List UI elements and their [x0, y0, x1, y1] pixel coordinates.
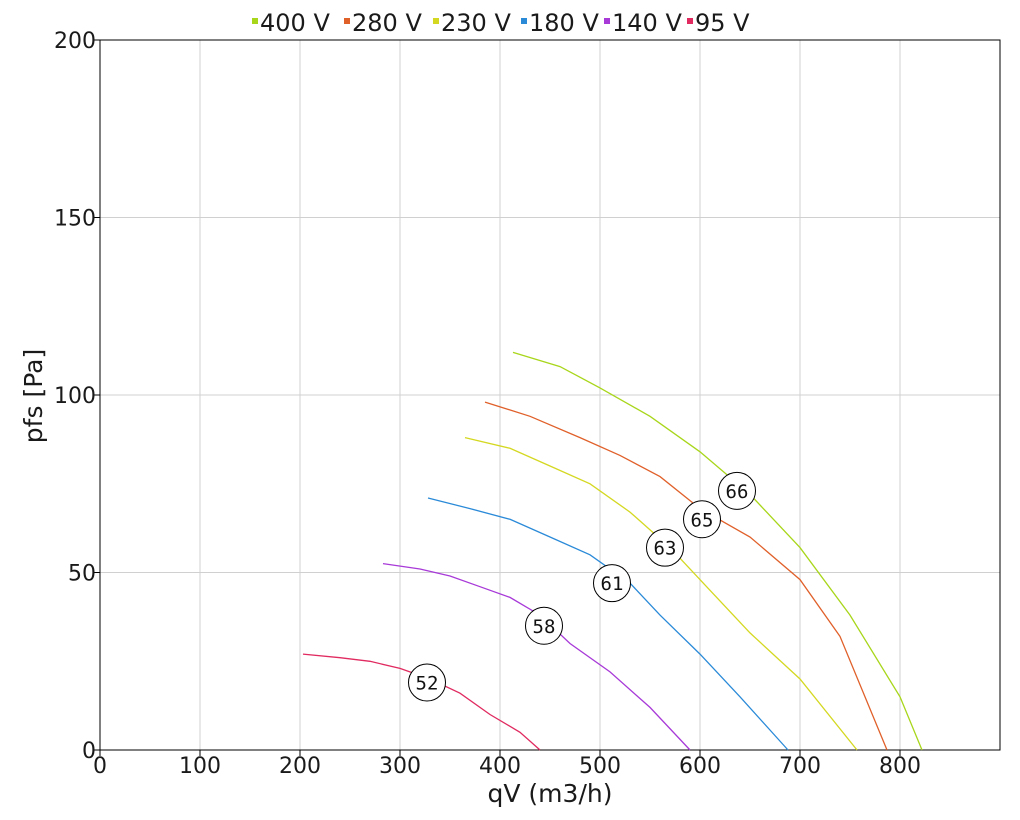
legend-item-0: 400 V [252, 9, 330, 37]
badge-label: 66 [726, 481, 749, 503]
y-axis-label: pfs [Pa] [19, 349, 48, 443]
badge-circle [408, 663, 446, 702]
legend-swatch [252, 18, 258, 24]
legend-swatch [433, 18, 439, 24]
badge-label: 61 [601, 573, 624, 595]
legend-swatch [344, 18, 350, 24]
curve-badge-2: 63 [646, 528, 684, 567]
curve-badge-3: 61 [593, 564, 631, 603]
legend-swatch [604, 18, 610, 24]
legend-label: 280 V [352, 9, 422, 37]
badge-circle [593, 564, 631, 603]
x-axis-label: qV (m3/h) [488, 779, 613, 808]
curve-badges: 66 65 63 61 58 52 [408, 471, 756, 702]
series-line-1 [484, 401, 888, 751]
legend-swatch [687, 18, 693, 24]
legend-label: 230 V [441, 9, 511, 37]
legend-item-3: 180 V [521, 9, 599, 37]
badge-label: 52 [416, 673, 439, 695]
badge-circle [683, 500, 721, 539]
legend-item-4: 140 V [604, 9, 682, 37]
x-tick-label: 500 [579, 754, 621, 779]
badge-circle [646, 528, 684, 567]
y-axis-ticks: 0 50 100 150 200 [54, 29, 100, 764]
x-tick-label: 700 [779, 754, 821, 779]
badge-label: 63 [654, 538, 677, 560]
x-tick-label: 300 [379, 754, 421, 779]
x-tick-label: 800 [879, 754, 921, 779]
y-tick-label: 100 [54, 384, 96, 409]
x-tick-label: 400 [479, 754, 521, 779]
x-tick-label: 0 [93, 754, 107, 779]
curve-badge-5: 52 [408, 663, 446, 702]
series-line-3 [427, 497, 789, 751]
legend-label: 95 V [695, 9, 750, 37]
x-tick-label: 600 [679, 754, 721, 779]
legend-item-1: 280 V [344, 9, 422, 37]
legend-swatch [521, 18, 527, 24]
y-tick-label: 200 [54, 29, 96, 54]
legend-label: 400 V [260, 9, 330, 37]
legend-label: 140 V [612, 9, 682, 37]
series-line-4 [382, 562, 691, 751]
curve-badge-0: 66 [718, 471, 756, 510]
legend-item-5: 95 V [687, 9, 750, 37]
badge-label: 58 [533, 616, 556, 638]
x-axis-ticks: 0 100 200 300 400 500 600 700 800 [93, 750, 921, 779]
y-tick-label: 150 [54, 207, 96, 232]
x-tick-label: 200 [279, 754, 321, 779]
legend-item-2: 230 V [433, 9, 511, 37]
series-line-0 [512, 351, 923, 751]
curve-badge-1: 65 [683, 500, 721, 539]
y-tick-label: 0 [82, 739, 96, 764]
badge-label: 65 [691, 509, 714, 531]
badge-circle [718, 471, 756, 510]
curve-badge-4: 58 [525, 606, 563, 645]
badge-circle [525, 606, 563, 645]
series-lines [302, 351, 923, 751]
x-tick-label: 100 [179, 754, 221, 779]
y-tick-label: 50 [68, 562, 96, 587]
series-line-2 [464, 436, 858, 751]
legend-label: 180 V [529, 9, 599, 37]
legend: 400 V 280 V 230 V 180 V 140 V 95 V [252, 9, 750, 37]
